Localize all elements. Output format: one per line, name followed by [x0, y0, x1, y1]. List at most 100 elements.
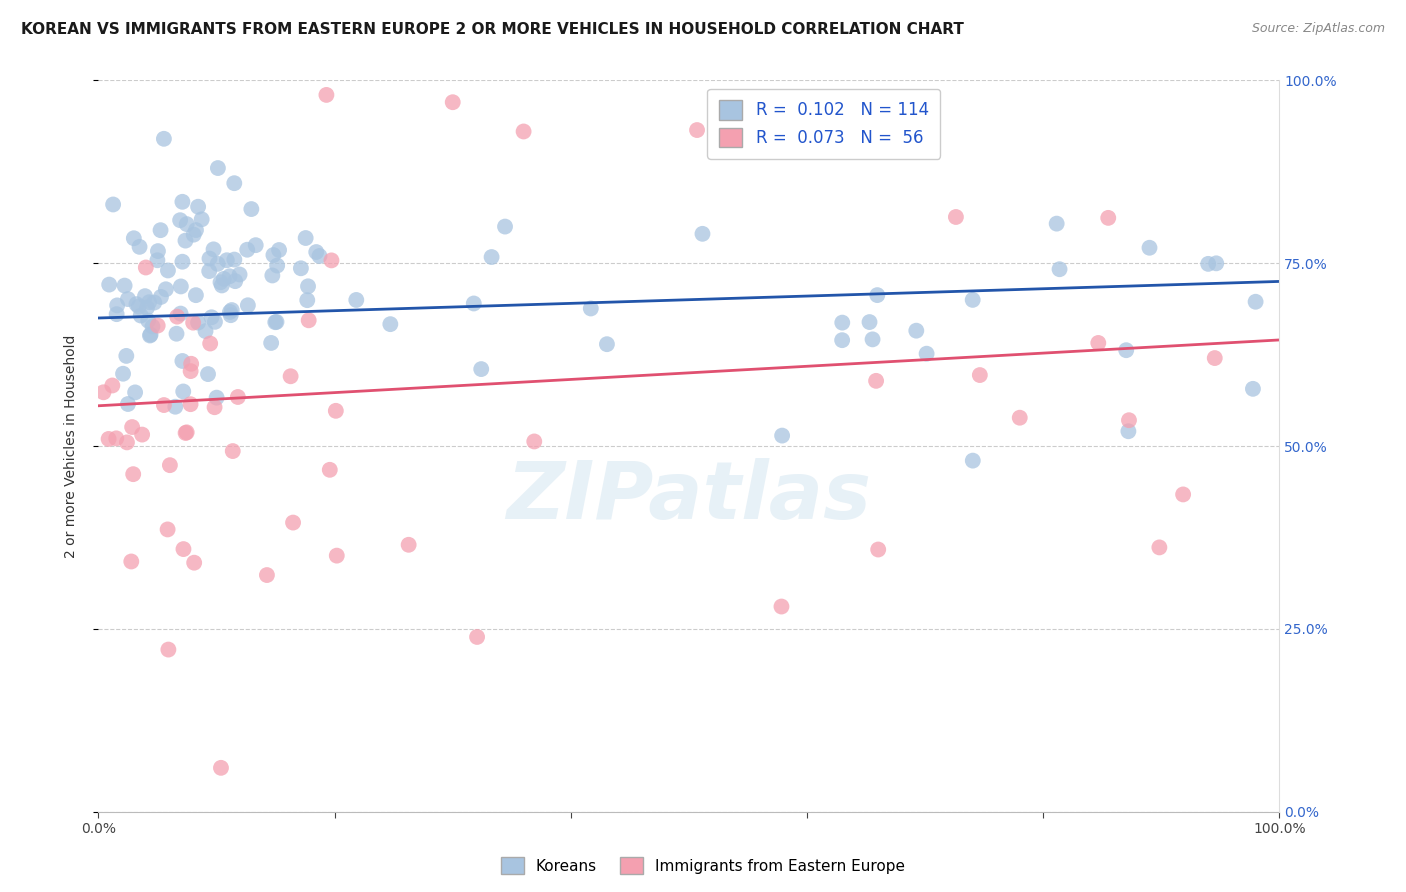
- Point: [915, 347, 938, 361]
- Point: [325, 404, 347, 418]
- Point: [305, 245, 328, 260]
- Point: [281, 516, 304, 530]
- Point: [236, 298, 259, 312]
- Point: [105, 298, 128, 312]
- Point: [596, 337, 619, 351]
- Point: [866, 288, 889, 302]
- Point: [149, 290, 172, 304]
- Point: [294, 231, 316, 245]
- Point: [146, 244, 169, 259]
- Point: [139, 327, 162, 342]
- Point: [181, 316, 204, 330]
- Point: [155, 282, 177, 296]
- Point: [1149, 541, 1171, 555]
- Point: [441, 95, 464, 110]
- Legend: Koreans, Immigrants from Eastern Europe: Koreans, Immigrants from Eastern Europe: [495, 851, 911, 880]
- Point: [183, 556, 205, 570]
- Point: [156, 263, 179, 277]
- Point: [579, 301, 602, 316]
- Point: [139, 328, 162, 343]
- Point: [115, 349, 138, 363]
- Point: [481, 250, 503, 264]
- Point: [326, 549, 349, 563]
- Point: [494, 219, 516, 234]
- Point: [321, 253, 343, 268]
- Point: [117, 397, 139, 411]
- Point: [218, 269, 240, 284]
- Y-axis label: 2 or more Vehicles in Household: 2 or more Vehicles in Household: [63, 334, 77, 558]
- Point: [205, 391, 228, 405]
- Point: [266, 315, 288, 329]
- Point: [149, 223, 172, 237]
- Point: [138, 295, 160, 310]
- Point: [169, 307, 191, 321]
- Point: [266, 259, 288, 273]
- Point: [831, 333, 853, 347]
- Point: [209, 761, 232, 775]
- Point: [124, 385, 146, 400]
- Point: [183, 227, 205, 242]
- Point: [308, 249, 330, 263]
- Point: [224, 176, 246, 190]
- Point: [297, 279, 319, 293]
- Point: [146, 253, 169, 268]
- Point: [219, 305, 242, 319]
- Point: [172, 194, 194, 209]
- Point: [945, 210, 967, 224]
- Point: [122, 231, 145, 245]
- Point: [204, 315, 226, 329]
- Point: [280, 369, 302, 384]
- Point: [198, 252, 221, 266]
- Point: [1049, 262, 1071, 277]
- Point: [380, 317, 402, 331]
- Point: [112, 367, 135, 381]
- Point: [1171, 487, 1194, 501]
- Point: [114, 278, 136, 293]
- Point: [267, 243, 290, 257]
- Point: [228, 268, 250, 282]
- Point: [1097, 211, 1119, 225]
- Point: [159, 458, 181, 472]
- Point: [865, 374, 887, 388]
- Point: [770, 428, 793, 442]
- Point: [197, 367, 219, 381]
- Point: [117, 292, 139, 306]
- Point: [319, 463, 342, 477]
- Point: [136, 301, 159, 315]
- Point: [222, 444, 245, 458]
- Point: [962, 293, 984, 307]
- Point: [180, 397, 202, 411]
- Point: [187, 200, 209, 214]
- Point: [236, 243, 259, 257]
- Point: [135, 260, 157, 275]
- Point: [97, 432, 120, 446]
- Point: [207, 161, 229, 175]
- Point: [1008, 410, 1031, 425]
- Point: [105, 431, 128, 445]
- Point: [172, 542, 194, 557]
- Point: [98, 277, 121, 292]
- Point: [212, 272, 235, 286]
- Point: [215, 253, 238, 268]
- Point: [962, 453, 984, 467]
- Point: [202, 243, 225, 257]
- Point: [240, 202, 263, 216]
- Point: [120, 554, 142, 568]
- Point: [121, 420, 143, 434]
- Point: [315, 87, 337, 102]
- Point: [686, 123, 709, 137]
- Text: Source: ZipAtlas.com: Source: ZipAtlas.com: [1251, 22, 1385, 36]
- Point: [858, 315, 880, 329]
- Point: [176, 425, 198, 440]
- Point: [128, 240, 150, 254]
- Point: [470, 362, 492, 376]
- Point: [1118, 413, 1140, 427]
- Point: [115, 435, 138, 450]
- Point: [1115, 343, 1137, 358]
- Point: [172, 254, 194, 268]
- Point: [221, 303, 243, 318]
- Point: [122, 467, 145, 482]
- Point: [226, 390, 249, 404]
- Point: [172, 384, 194, 399]
- Point: [256, 568, 278, 582]
